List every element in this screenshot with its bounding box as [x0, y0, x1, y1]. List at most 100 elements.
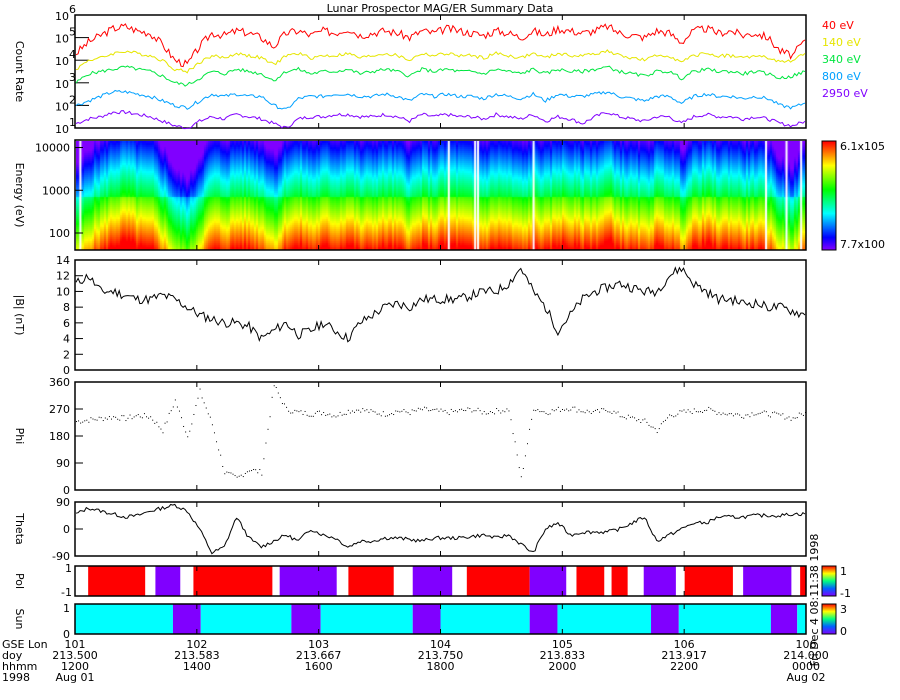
x-tick-hhmm: 2000 [548, 660, 576, 673]
phi-point [281, 403, 283, 405]
phi-point [732, 415, 734, 417]
legend-2950-eV: 2950 eV [822, 87, 868, 100]
phi-point [242, 476, 244, 478]
y-tick-label: 0 [63, 523, 70, 536]
x-tick-doy: 213.917 [661, 649, 707, 662]
phi-point [115, 416, 117, 418]
phi-point [485, 413, 487, 415]
phi-point [454, 410, 456, 412]
phi-point [162, 432, 164, 434]
series-line-800-eV [75, 89, 806, 110]
phi-point [448, 414, 450, 416]
polarity-segment [800, 566, 806, 596]
phi-point [347, 409, 349, 411]
phi-point [615, 412, 617, 414]
phi-point [106, 418, 108, 420]
y-axis-label: Pol [13, 573, 26, 589]
phi-point [415, 410, 417, 412]
y-tick-label: 10 [55, 123, 69, 136]
phi-point [621, 416, 623, 418]
phi-point [417, 407, 419, 409]
x-tick-doy: 213.500 [52, 649, 98, 662]
phi-point [94, 419, 96, 421]
phi-point [226, 471, 228, 473]
phi-point [401, 410, 403, 412]
series-line-340-eV [75, 65, 806, 87]
x-tick-lon: 105 [552, 638, 573, 651]
phi-point [568, 410, 570, 412]
phi-point [244, 472, 246, 474]
phi-point [178, 410, 180, 412]
phi-point [160, 428, 162, 430]
phi-point [405, 411, 407, 413]
phi-point [491, 411, 493, 413]
phi-point [642, 419, 644, 421]
phi-point [640, 421, 642, 423]
phi-point [376, 413, 378, 415]
phi-point [539, 411, 541, 413]
phi-point [421, 409, 423, 411]
phi-point [767, 415, 769, 417]
phi-point [86, 419, 88, 421]
phi-point [380, 415, 382, 417]
legend-140-eV: 140 eV [822, 36, 861, 49]
phi-point [720, 414, 722, 416]
phi-point [623, 416, 625, 418]
phi-point [228, 472, 230, 474]
phi-point [461, 408, 463, 410]
phi-point [113, 416, 115, 418]
phi-point [119, 419, 121, 421]
phi-point [588, 411, 590, 413]
phi-point [594, 409, 596, 411]
x-tick-doy: 213.667 [296, 649, 342, 662]
phi-point [319, 410, 320, 412]
phi-point [382, 411, 384, 413]
phi-point [199, 388, 201, 390]
phi-point [607, 411, 609, 413]
phi-point [205, 407, 207, 409]
phi-point [123, 415, 125, 417]
phi-point [218, 449, 220, 451]
phi-point [298, 411, 300, 413]
phi-point [440, 408, 442, 410]
phi-point [96, 419, 98, 421]
phi-point [432, 409, 434, 411]
phi-point [759, 412, 761, 414]
phi-point [135, 415, 137, 417]
phi-point [164, 422, 166, 424]
phi-point [526, 443, 528, 445]
phi-point [656, 432, 658, 434]
phi-point [580, 411, 582, 413]
phi-point [757, 413, 759, 415]
phi-point [391, 413, 393, 415]
y-tick-label: 1 [65, 562, 72, 575]
phi-point [426, 407, 428, 409]
polarity-segment [155, 566, 181, 596]
x-axis-row-label: GSE Lon [2, 638, 48, 651]
y-tick-label: 270 [49, 403, 70, 416]
x-tick-doy: 213.833 [540, 649, 586, 662]
sun-segment [557, 604, 652, 634]
polarity-segment [88, 566, 146, 596]
series-line-140-eV [75, 49, 806, 74]
polarity-segment [348, 566, 394, 596]
phi-point [739, 414, 741, 416]
phi-point [792, 417, 794, 419]
phi-point [185, 431, 187, 433]
phi-point [685, 411, 687, 413]
phi-point [300, 410, 302, 412]
y-tick-label: 10 [55, 33, 69, 46]
phi-point [203, 402, 205, 404]
phi-point [658, 428, 660, 430]
phi-point [551, 409, 553, 411]
sun-segment [291, 604, 321, 634]
x-tick-lon: 101 [65, 638, 86, 651]
sun-colorbar-min: 0 [840, 625, 847, 638]
y-tick-exponent: 4 [69, 48, 76, 61]
sun-segment [678, 604, 771, 634]
phi-point [545, 412, 547, 414]
phi-point [148, 417, 150, 419]
sun-segment [320, 604, 413, 634]
phi-point [456, 411, 458, 413]
phi-point [395, 410, 397, 412]
